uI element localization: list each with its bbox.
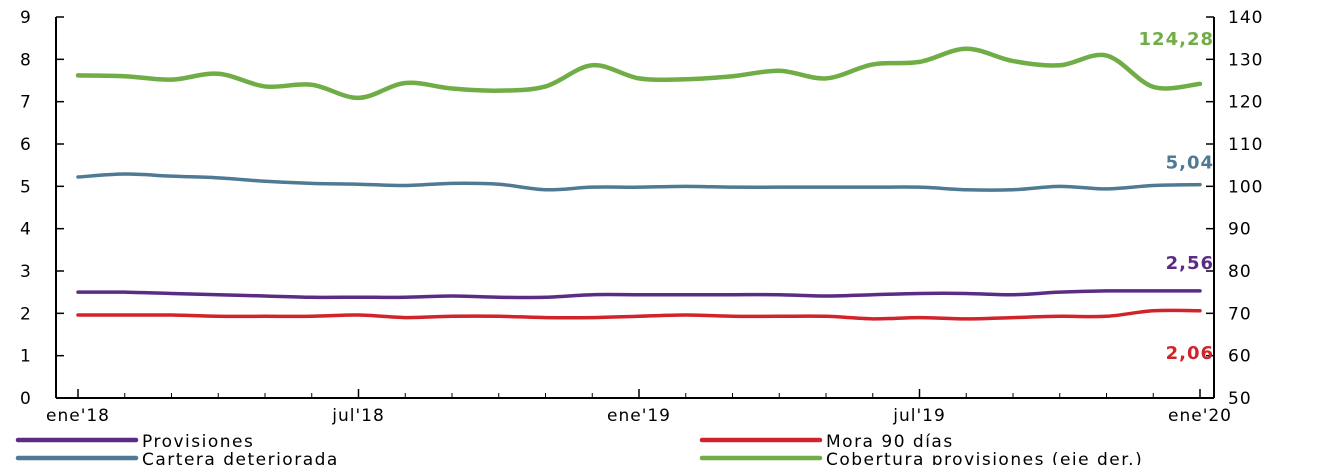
y-tick-left-label: 2 [20, 304, 32, 324]
y-tick-left-label: 5 [20, 177, 32, 197]
y-tick-left-label: 1 [20, 347, 32, 367]
series-line-mora-90-d-as [76, 308, 1202, 321]
y-tick-left-label: 8 [20, 50, 32, 70]
y-tick-right-label: 100 [1228, 177, 1263, 197]
x-tick-label: ene'19 [607, 406, 671, 426]
x-tick-label: jul'19 [892, 406, 946, 426]
y-tick-right-label: 80 [1228, 262, 1252, 282]
y-tick-left-label: 7 [20, 93, 32, 113]
y-tick-right-label: 50 [1228, 389, 1252, 409]
y-tick-right-label: 60 [1228, 347, 1252, 367]
chart-series: 2,56 2,06 5,04 124,28 [75, 29, 1214, 364]
end-label-provisiones: 2,56 [1166, 253, 1214, 274]
legend-label-cartera-deteriorada: Cartera deteriorada [142, 450, 339, 465]
chart-legend: Provisiones Mora 90 días Cartera deteriora… [15, 432, 1143, 465]
chart-axes: 0 1 2 3 4 5 6 7 8 9 50 60 70 80 90 100 110 120 130 140 ene'1… [20, 8, 1263, 426]
y-tick-right-label: 110 [1228, 135, 1263, 155]
y-tick-right-label: 120 [1228, 93, 1263, 113]
legend-label-provisiones: Provisiones [142, 432, 254, 452]
x-tick-label: jul'18 [331, 406, 385, 426]
y-tick-right-label: 130 [1228, 50, 1263, 70]
y-tick-left-label: 3 [20, 262, 32, 282]
end-label-mora-90-d-as: 2,06 [1166, 343, 1214, 364]
y-tick-left-label: 9 [20, 8, 32, 28]
legend-label-cobertura-provisiones-eje-der: Cobertura provisiones (eje der.) [826, 450, 1143, 465]
x-tick-label: ene'20 [1168, 406, 1232, 426]
y-tick-left-label: 6 [20, 135, 32, 155]
y-tick-right-label: 70 [1228, 304, 1252, 324]
end-label-cartera-deteriorada: 5,04 [1166, 153, 1214, 174]
y-tick-right-label: 90 [1228, 220, 1252, 240]
series-line-cobertura-provisiones-eje-der [75, 46, 1203, 101]
y-tick-left-label: 4 [20, 220, 32, 240]
legend-label-mora-90-d-as: Mora 90 días [826, 432, 954, 452]
y-tick-left-label: 0 [20, 389, 32, 409]
y-tick-right-label: 140 [1228, 8, 1263, 28]
x-tick-label: ene'18 [46, 406, 110, 426]
end-label-cobertura-provisiones-eje-der: 124,28 [1139, 29, 1214, 50]
series-line-provisiones [76, 289, 1202, 300]
series-line-cartera-deteriorada [76, 172, 1202, 192]
